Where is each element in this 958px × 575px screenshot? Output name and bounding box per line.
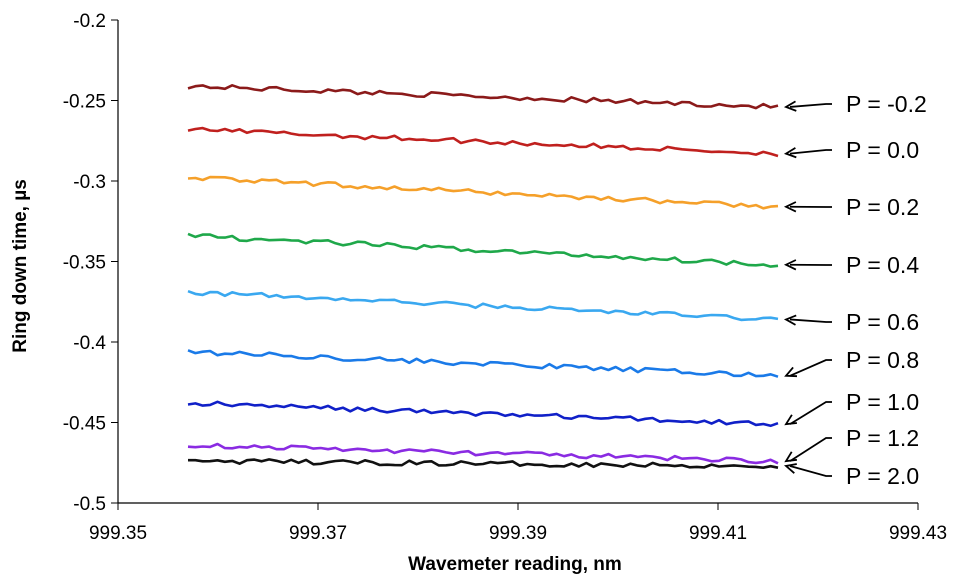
y-tick-label: -0.5 bbox=[73, 494, 106, 515]
axes: -0.5 -0.45 -0.4 -0.35 -0.3 -0.25 -0.2 999.35 999… bbox=[63, 11, 947, 544]
y-tick-label: -0.4 bbox=[73, 333, 106, 354]
series-line bbox=[187, 84, 779, 110]
y-axis-title: Ring down time, µs bbox=[10, 179, 31, 353]
x-tick-label: 999.43 bbox=[889, 523, 947, 544]
x-tick-label: 999.39 bbox=[489, 523, 547, 544]
series-line bbox=[188, 458, 779, 470]
y-tick-label: -0.3 bbox=[73, 172, 106, 193]
y-tick-label: -0.45 bbox=[63, 414, 106, 435]
annotation-label: P = 2.0 bbox=[846, 463, 919, 489]
annotation-arrowhead bbox=[783, 314, 797, 326]
series-line bbox=[187, 289, 779, 322]
series-line bbox=[187, 349, 779, 378]
series-line bbox=[187, 175, 779, 210]
annotation-arrowhead bbox=[783, 463, 797, 474]
annotation-arrowhead bbox=[784, 414, 797, 426]
annotation-arrowhead bbox=[784, 451, 798, 463]
annotation-arrowhead bbox=[784, 366, 798, 378]
annotation-label: P = -0.2 bbox=[846, 91, 927, 117]
y-tick-label: -0.2 bbox=[73, 11, 106, 32]
annotation-arrow bbox=[789, 318, 832, 323]
x-tick-label: 999.35 bbox=[89, 523, 147, 544]
x-tick-label: 999.41 bbox=[689, 523, 747, 544]
y-tick-label: -0.35 bbox=[63, 253, 106, 274]
annotation-arrow bbox=[789, 401, 832, 425]
series-line bbox=[187, 442, 779, 465]
annotation-label: P = 1.0 bbox=[846, 389, 919, 415]
x-tick-label: 999.37 bbox=[289, 523, 347, 544]
annotation-arrow bbox=[789, 103, 832, 108]
annotation-label: P = 0.0 bbox=[846, 137, 919, 163]
annotation-label: P = 0.8 bbox=[846, 347, 919, 373]
annotation-label: P = 0.4 bbox=[846, 252, 919, 278]
annotation-label: P = 0.6 bbox=[846, 309, 919, 335]
y-tick-label: -0.25 bbox=[63, 92, 106, 113]
annotation-arrowhead bbox=[783, 259, 797, 271]
annotation-arrowhead bbox=[783, 147, 797, 159]
x-axis-title: Wavemeter reading, nm bbox=[408, 554, 622, 575]
series-lines bbox=[187, 84, 779, 470]
annotations: P = -0.2 P = 0.0 P = 0.2 P = 0.4 P = 0.6 P = … bbox=[783, 91, 927, 489]
series-line bbox=[187, 126, 779, 158]
annotation-arrowhead bbox=[783, 100, 797, 112]
annotation-label: P = 1.2 bbox=[846, 425, 919, 451]
series-line bbox=[187, 400, 779, 428]
annotation-label: P = 0.2 bbox=[846, 194, 919, 220]
annotation-arrow bbox=[789, 465, 832, 477]
annotation-arrow bbox=[789, 437, 832, 462]
annotation-arrow bbox=[789, 359, 832, 377]
series-line bbox=[187, 232, 779, 268]
annotation-arrowhead bbox=[783, 201, 797, 213]
annotation-arrow bbox=[789, 149, 832, 155]
